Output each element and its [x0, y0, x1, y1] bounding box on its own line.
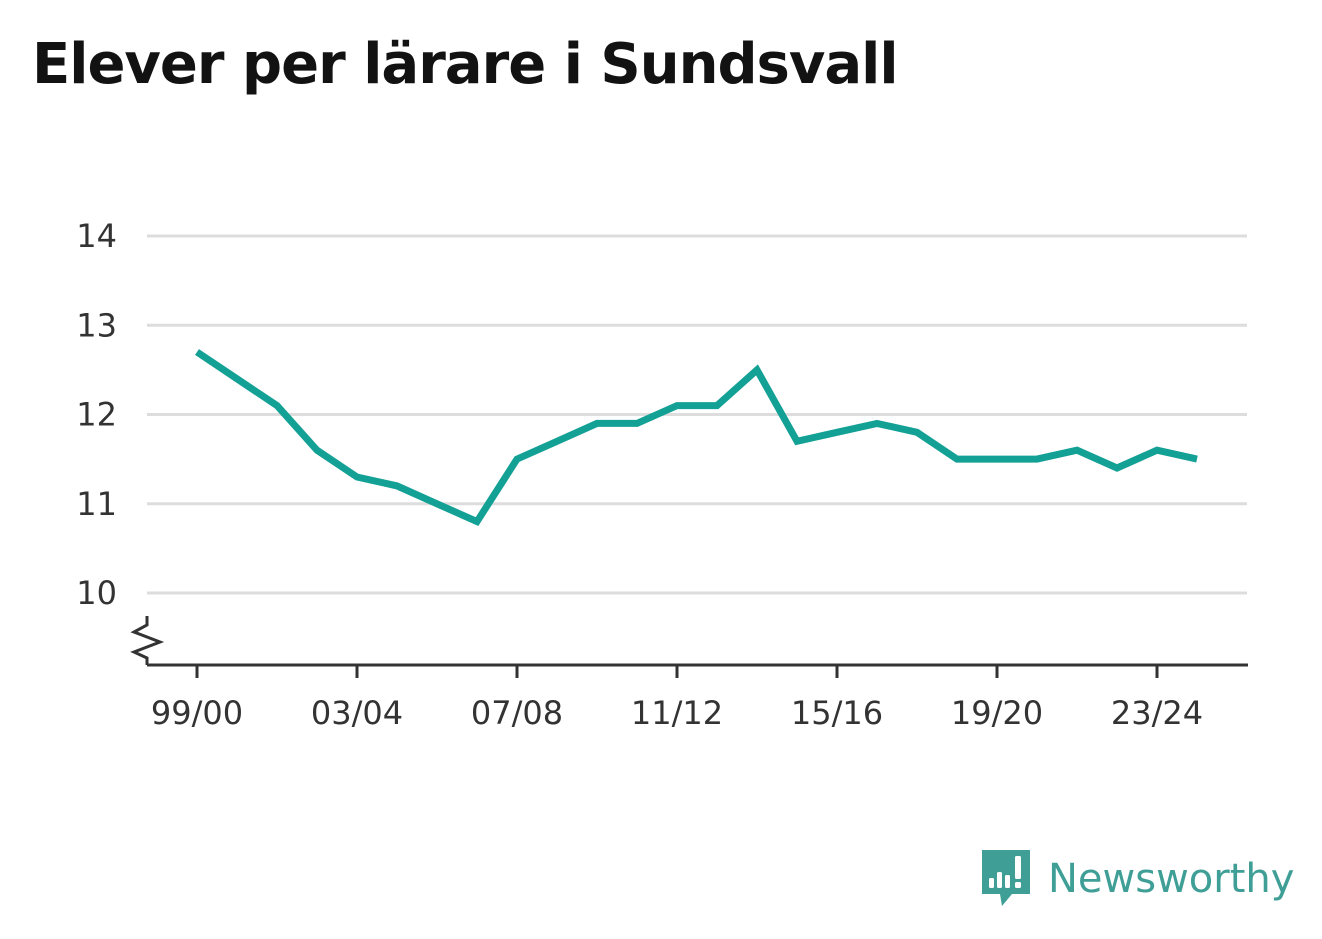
x-tick-label: 15/16 [791, 694, 883, 732]
newsworthy-logo-icon [982, 850, 1030, 906]
x-tick-label: 99/00 [151, 694, 243, 732]
x-tick-label: 19/20 [951, 694, 1043, 732]
x-tick-label: 03/04 [311, 694, 403, 732]
x-tick-label: 11/12 [631, 694, 723, 732]
x-tick-label: 23/24 [1111, 694, 1203, 732]
y-axis-break-icon [130, 616, 165, 665]
y-tick-label: 14 [76, 217, 117, 255]
brand-name: Newsworthy [1048, 856, 1295, 902]
x-tick-label: 07/08 [471, 694, 563, 732]
y-tick-label: 13 [76, 306, 117, 344]
brand-logo: Newsworthy [980, 848, 1294, 910]
series-line [195, 349, 1198, 527]
chart-title: Elever per lärare i Sundsvall [32, 32, 899, 97]
y-tick-label: 11 [76, 485, 117, 523]
y-tick-label: 10 [76, 574, 117, 612]
y-tick-label: 12 [76, 396, 117, 434]
